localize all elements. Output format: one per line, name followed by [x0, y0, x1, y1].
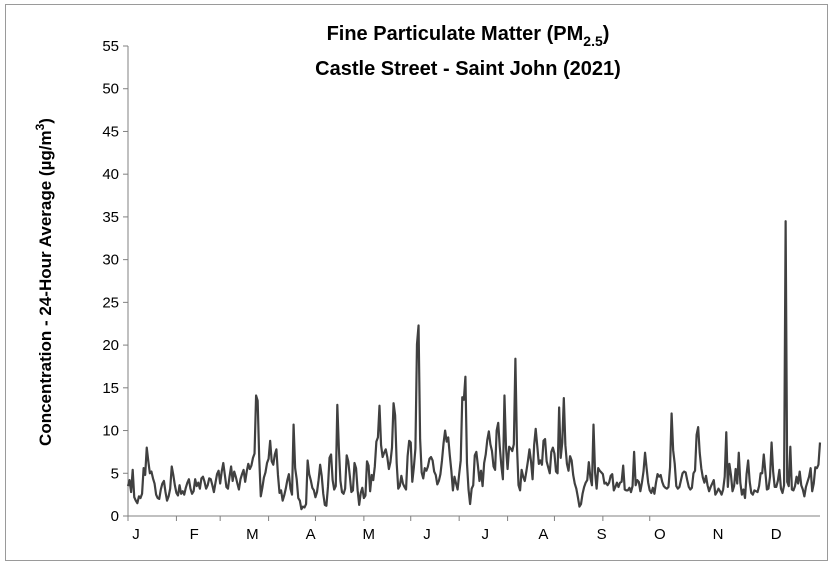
- y-tick-label: 50: [102, 81, 119, 98]
- x-tick-label: J: [423, 526, 431, 543]
- y-tick-label: 0: [111, 508, 119, 525]
- y-tick-label: 55: [102, 38, 119, 55]
- x-tick-label: S: [597, 526, 607, 543]
- x-tick-label: O: [654, 526, 666, 543]
- y-axis-label-superscript: 3: [33, 123, 47, 130]
- y-axis-label: Concentration - 24-Hour Average (µg/m3): [33, 118, 55, 446]
- y-tick-label: 10: [102, 423, 119, 440]
- y-tick-label: 45: [102, 123, 119, 140]
- y-axis: 0 5 10 15 20 25 30 35 40 45 50 55: [102, 38, 129, 525]
- chart-subtitle: Castle Street - Saint John (2021): [315, 58, 621, 80]
- chart-frame: [5, 4, 828, 561]
- pm25-series-line: [126, 220, 822, 511]
- x-tick-label: F: [190, 526, 199, 543]
- y-tick-label: 20: [102, 337, 119, 354]
- x-tick-label: N: [713, 526, 724, 543]
- y-tick-label: 25: [102, 294, 119, 311]
- chart-title: Fine Particulate Matter (PM2.5): [327, 23, 610, 49]
- x-tick-label: J: [132, 526, 140, 543]
- x-tick-label: D: [771, 526, 782, 543]
- y-tick-label: 30: [102, 252, 119, 269]
- x-tick-label: M: [363, 526, 376, 543]
- y-tick-label: 15: [102, 380, 119, 397]
- x-tick-label: A: [306, 526, 316, 543]
- y-tick-label: 40: [102, 166, 119, 183]
- x-tick-label: A: [538, 526, 548, 543]
- chart-title-subscript: 2.5: [583, 33, 603, 49]
- y-tick-label: 5: [111, 465, 119, 482]
- x-tick-label: M: [246, 526, 259, 543]
- y-tick-label: 35: [102, 209, 119, 226]
- series-group: [126, 220, 822, 511]
- x-tick-label: J: [481, 526, 489, 543]
